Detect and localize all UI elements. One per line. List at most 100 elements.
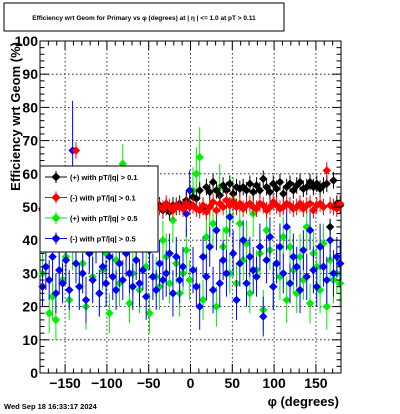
y-tick-label: 50 (22, 199, 38, 215)
data-point (242, 186, 251, 195)
data-point (185, 275, 194, 285)
data-point (128, 282, 138, 291)
data-point (188, 265, 198, 275)
data-point (145, 309, 154, 318)
y-tick-label: 0 (30, 365, 38, 381)
data-point (98, 262, 107, 271)
data-point (155, 259, 164, 268)
x-tick-label: −100 (91, 375, 123, 391)
data-point (175, 275, 184, 285)
data-point (208, 197, 218, 207)
data-point (222, 269, 231, 278)
data-point (158, 236, 168, 245)
data-point (215, 199, 224, 208)
data-point (81, 295, 91, 305)
data-point (285, 242, 295, 252)
data-point (285, 179, 295, 188)
legend-label: (-) with pT/|q| > 0.1 (70, 194, 136, 203)
data-point (305, 299, 315, 308)
data-point (165, 249, 174, 258)
data-point (115, 259, 124, 268)
legend-marker (51, 193, 61, 202)
data-point (125, 299, 134, 308)
data-point (245, 179, 255, 188)
data-point (178, 262, 188, 271)
data-point (295, 177, 305, 187)
data-point (279, 202, 288, 212)
data-point (61, 255, 71, 265)
legend-marker (51, 213, 61, 223)
data-point (322, 275, 331, 285)
data-point (218, 202, 228, 212)
data-series (38, 100, 345, 340)
data-point (295, 285, 305, 295)
data-point (252, 204, 261, 213)
data-point (195, 153, 204, 162)
timestamp-label: Wed Sep 18 16:33:17 2024 (4, 402, 98, 411)
data-point (249, 265, 258, 275)
data-point (312, 201, 321, 210)
data-point (319, 262, 328, 271)
data-point (182, 245, 191, 255)
data-point (71, 146, 81, 155)
data-point (275, 242, 285, 252)
data-point (118, 159, 127, 169)
y-tick-labels: 0 10 20 30 40 50 60 70 80 90 100 (15, 33, 39, 381)
data-point (282, 295, 291, 305)
data-point (242, 201, 251, 210)
data-point (185, 186, 194, 195)
x-tick-label: 100 (262, 375, 286, 391)
data-point (208, 219, 218, 228)
data-point (195, 186, 204, 195)
data-point (55, 265, 64, 275)
x-tick-label: 50 (225, 375, 241, 391)
data-point (225, 179, 234, 188)
data-point (152, 285, 161, 295)
data-point (168, 216, 178, 225)
data-point (272, 201, 281, 210)
data-point (51, 315, 61, 325)
data-point (51, 289, 61, 298)
data-point (131, 255, 141, 265)
data-point (265, 232, 275, 242)
data-point (175, 202, 184, 212)
data-point (249, 187, 258, 197)
data-point (195, 302, 204, 311)
data-point (141, 292, 151, 301)
data-point (289, 252, 298, 261)
y-tick-label: 70 (22, 133, 38, 149)
data-point (71, 259, 81, 268)
data-point (138, 265, 148, 275)
data-point (205, 187, 214, 197)
data-point (118, 275, 127, 285)
data-point (299, 204, 308, 213)
data-point (228, 249, 238, 258)
data-point (75, 282, 84, 291)
y-tick-label: 60 (22, 166, 38, 182)
data-point (315, 242, 325, 252)
data-point (259, 174, 268, 183)
y-tick-label: 30 (22, 265, 38, 281)
data-point (322, 302, 331, 311)
y-tick-label: 10 (22, 332, 38, 348)
data-point (95, 289, 104, 298)
data-point (168, 289, 178, 298)
data-point (279, 269, 288, 278)
axis-ticks (39, 40, 342, 374)
data-point (252, 272, 261, 281)
grid-lines (40, 41, 341, 373)
data-point (192, 282, 201, 291)
data-point (202, 232, 211, 242)
data-point (335, 259, 345, 268)
data-point (262, 226, 271, 235)
data-point (269, 282, 278, 291)
legend-marker (51, 234, 61, 243)
x-tick-label: −50 (137, 375, 161, 391)
data-point (212, 206, 221, 215)
data-point (232, 295, 241, 305)
legend: (+) with pT/|q| > 0.1 (-) with pT/|q| > 0… (39, 165, 159, 253)
data-point (235, 259, 245, 268)
data-point (111, 285, 121, 295)
y-tick-label: 80 (22, 99, 38, 115)
